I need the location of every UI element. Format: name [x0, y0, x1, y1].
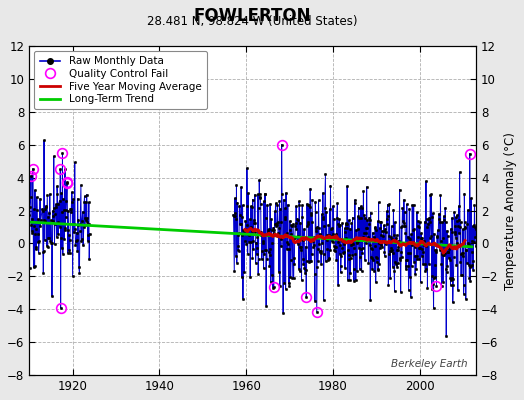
Title: FOWLERTON: FOWLERTON — [194, 7, 311, 25]
Y-axis label: Temperature Anomaly (°C): Temperature Anomaly (°C) — [504, 132, 517, 290]
Legend: Raw Monthly Data, Quality Control Fail, Five Year Moving Average, Long-Term Tren: Raw Monthly Data, Quality Control Fail, … — [35, 51, 207, 109]
Text: Berkeley Earth: Berkeley Earth — [391, 359, 467, 369]
Text: 28.481 N, 98.824 W (United States): 28.481 N, 98.824 W (United States) — [147, 15, 358, 28]
